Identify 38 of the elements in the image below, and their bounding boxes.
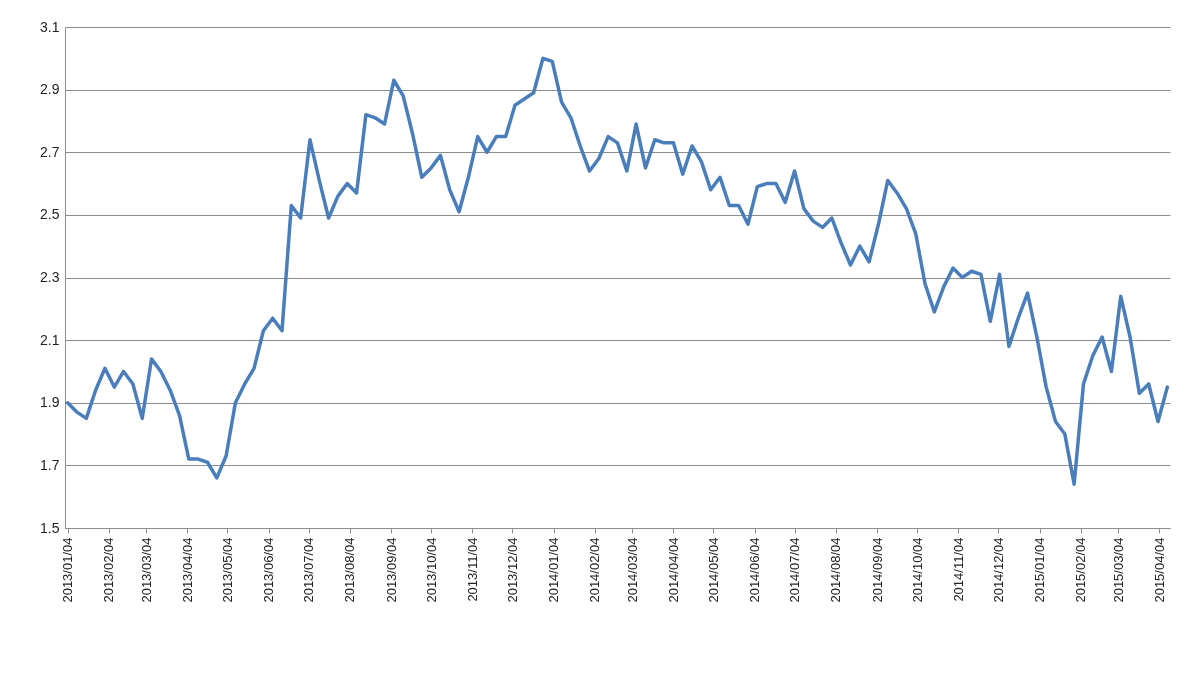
x-tick-label: 2014/12/04 <box>990 537 1006 603</box>
x-tick-label: 2014/05/04 <box>705 537 721 603</box>
y-tick-label: 2.9 <box>40 81 60 98</box>
x-tick-label: 2013/07/04 <box>301 537 317 603</box>
y-tick-label: 2.1 <box>40 331 60 348</box>
x-tick-label: 2015/02/04 <box>1073 537 1089 603</box>
x-tick-label: 2014/02/04 <box>587 537 603 603</box>
x-tick-label: 2013/08/04 <box>342 537 358 603</box>
x-tick-label: 2014/01/04 <box>546 537 562 603</box>
x-tick-label: 2015/03/04 <box>1110 537 1126 603</box>
x-tick-label: 2013/03/04 <box>138 537 154 603</box>
x-tick-label: 2014/10/04 <box>909 537 925 603</box>
x-tick-label: 2015/01/04 <box>1032 537 1048 603</box>
x-tick-label: 2014/07/04 <box>787 537 803 603</box>
x-tick-label: 2014/11/04 <box>950 537 966 602</box>
x-tick-label: 2013/04/04 <box>179 537 195 603</box>
x-tick-label: 2013/06/04 <box>261 537 277 603</box>
x-tick-label: 2014/09/04 <box>869 537 885 603</box>
x-tick-label: 2014/03/04 <box>624 537 640 603</box>
y-tick-label: 2.3 <box>40 269 60 285</box>
y-tick-label: 2.7 <box>40 143 60 160</box>
y-tick-label: 1.5 <box>40 519 60 536</box>
y-tick-label: 2.5 <box>40 206 60 223</box>
x-tick-label: 2014/06/04 <box>747 537 763 603</box>
line-series <box>65 56 1170 486</box>
y-tick-label: 1.9 <box>40 394 60 411</box>
x-tick-label: 2014/04/04 <box>665 537 681 603</box>
x-tick-label: 2013/12/04 <box>504 537 520 603</box>
x-tick-label: 2013/11/04 <box>464 537 480 602</box>
x-tick-label: 2014/08/04 <box>828 537 844 603</box>
x-tick-label: 2013/01/04 <box>60 537 76 603</box>
y-tick-label: 3.1 <box>40 18 60 35</box>
x-tick-label: 2013/10/04 <box>423 537 439 603</box>
x-tick-label: 2013/09/04 <box>383 537 399 603</box>
x-tick-label: 2015/04/04 <box>1151 537 1167 603</box>
y-tick-label: 1.7 <box>40 456 60 473</box>
x-tick-label: 2013/05/04 <box>219 537 235 603</box>
x-tick-label: 2013/02/04 <box>101 537 117 603</box>
